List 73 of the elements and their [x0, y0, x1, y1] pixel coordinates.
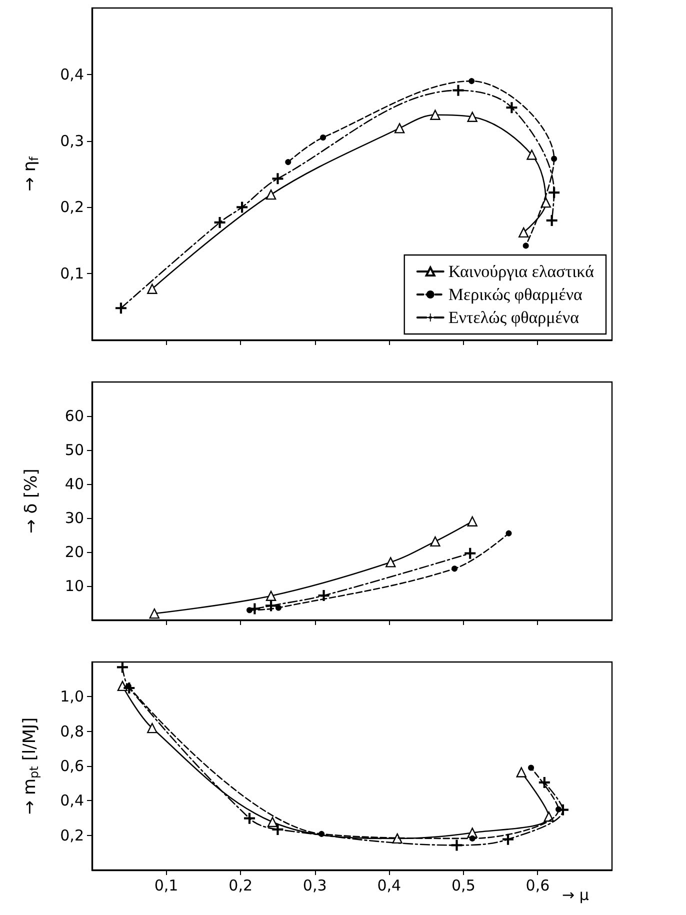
x-tick-label: 0,1 [154, 876, 178, 894]
point [244, 812, 255, 824]
point [506, 102, 518, 114]
y-axis-title: → mpt [l/MJ] [20, 717, 41, 815]
y-tick-label: 0,4 [60, 792, 84, 810]
point [469, 835, 476, 842]
x-tick-label: 0,6 [526, 876, 550, 894]
point [518, 227, 529, 238]
y-tick-label: 1,0 [60, 688, 84, 706]
legend-label: Μερικώς φθαρμένα [448, 285, 583, 304]
point [502, 834, 514, 845]
y-tick-label: 50 [64, 441, 84, 459]
y-axis-title: → ηf [20, 156, 41, 192]
point [266, 189, 276, 200]
y-tick-label: 30 [64, 509, 84, 527]
point [467, 112, 478, 122]
point [318, 590, 330, 602]
point [386, 557, 396, 568]
x-axis-title: → μ [562, 886, 590, 904]
point [516, 767, 526, 778]
y-tick-label: 0,1 [60, 264, 84, 283]
point [548, 187, 560, 198]
point [267, 816, 278, 828]
point [272, 824, 284, 835]
legend-label: Εντελώς φθαρμένα [448, 308, 580, 327]
point [451, 840, 462, 851]
point [285, 159, 292, 166]
point [528, 764, 534, 771]
point [318, 830, 325, 837]
point [149, 608, 160, 619]
y-tick-label: 20 [64, 543, 84, 561]
point [272, 173, 284, 184]
y-tick-label: 0,3 [60, 132, 84, 150]
y-tick-label: 0,2 [60, 198, 84, 216]
x-tick-label: 0,2 [228, 876, 252, 894]
point [275, 604, 282, 611]
point [266, 600, 277, 612]
y-tick-label: 10 [64, 577, 84, 595]
point [392, 833, 402, 844]
point [452, 566, 458, 572]
point [526, 150, 537, 160]
point [468, 78, 475, 84]
point [115, 302, 126, 314]
point [430, 536, 440, 547]
y-axis-title: → δ [%] [22, 468, 42, 534]
point [214, 216, 226, 228]
point [266, 590, 276, 601]
y-tick-label: 0,8 [60, 722, 84, 740]
point [236, 202, 248, 213]
y-tick-label: 0,6 [60, 757, 84, 775]
point [147, 284, 158, 294]
point [394, 123, 405, 134]
point [464, 548, 476, 559]
point [430, 110, 440, 120]
point [452, 84, 464, 96]
point [546, 214, 558, 226]
point [556, 806, 562, 812]
y-tick-label: 0,2 [60, 826, 84, 844]
x-tick-label: 0,4 [377, 876, 402, 894]
point [320, 134, 326, 140]
legend-label: Καινούργια ελαστικά [448, 262, 594, 281]
point [147, 722, 158, 734]
point [506, 530, 512, 536]
point [551, 156, 558, 162]
y-tick-label: 0,4 [60, 65, 84, 84]
point [522, 242, 529, 249]
point [116, 662, 128, 673]
point [467, 516, 478, 526]
x-tick-label: 0,3 [302, 876, 327, 894]
point [246, 607, 252, 614]
y-tick-label: 60 [64, 407, 84, 425]
y-tick-label: 40 [64, 475, 84, 493]
x-tick-label: 0,5 [452, 876, 476, 894]
